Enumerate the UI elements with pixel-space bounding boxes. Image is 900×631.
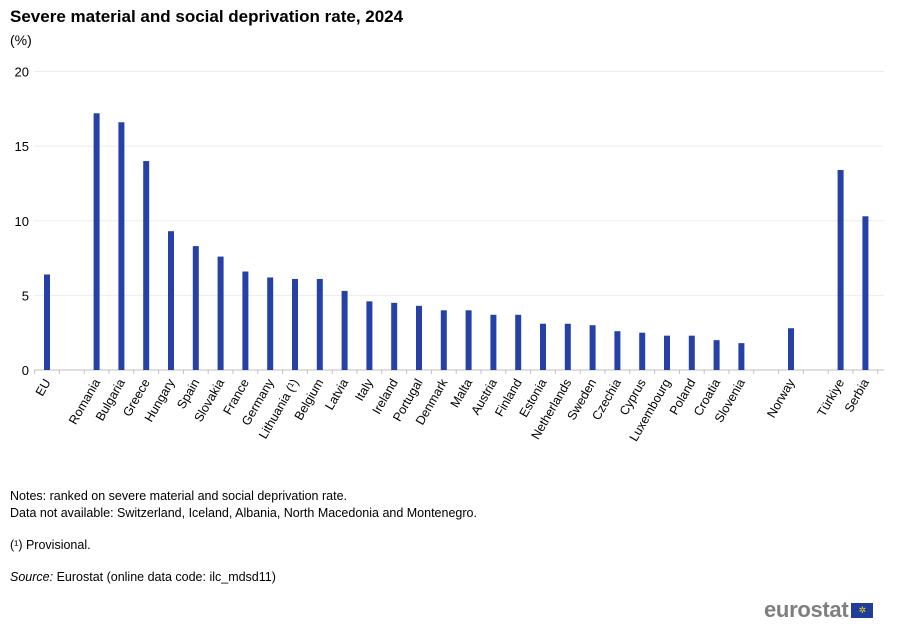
bar xyxy=(589,325,596,370)
eu-flag-icon: ✲ xyxy=(851,602,874,618)
bar xyxy=(837,170,844,370)
y-tick-label: 15 xyxy=(15,139,29,154)
bar xyxy=(143,161,150,370)
x-tick-label: Türkiye xyxy=(815,376,848,419)
bar xyxy=(316,278,323,370)
y-tick-label: 5 xyxy=(22,288,29,303)
x-tick-label: Serbia xyxy=(842,376,872,414)
bar xyxy=(366,301,373,370)
bar xyxy=(292,278,298,370)
bar xyxy=(118,122,125,371)
source-label: Source: xyxy=(10,570,54,584)
bar xyxy=(391,302,398,370)
notes-line-2: Data not available: Switzerland, Iceland… xyxy=(10,506,477,520)
x-tick-label: Norway xyxy=(764,376,798,420)
y-tick-label: 10 xyxy=(15,214,29,229)
bar xyxy=(217,256,224,370)
y-axis-unit: (%) xyxy=(10,32,32,48)
bar xyxy=(267,277,274,370)
bar xyxy=(688,335,695,370)
bar xyxy=(465,310,472,370)
bar xyxy=(738,343,745,370)
x-tick-label: Latvia xyxy=(322,376,351,412)
bar xyxy=(639,332,646,370)
chart-title: Severe material and social deprivation r… xyxy=(10,7,404,26)
x-tick-label: Italy xyxy=(352,376,376,404)
bar xyxy=(93,113,100,370)
bar xyxy=(713,340,720,370)
bar xyxy=(416,305,422,370)
bar xyxy=(540,323,546,370)
source-text: Eurostat (online data code: ilc_mdsd11) xyxy=(53,570,276,584)
y-tick-label: 20 xyxy=(15,65,29,80)
notes-line-1: Notes: ranked on severe material and soc… xyxy=(10,489,347,503)
source-note: Source: Eurostat (online data code: ilc_… xyxy=(10,570,276,584)
logo-text: eurostat xyxy=(764,597,849,622)
y-tick-label: 0 xyxy=(22,363,29,378)
bar xyxy=(490,314,497,370)
bar xyxy=(862,216,869,370)
bar xyxy=(564,323,571,370)
bar xyxy=(440,310,447,370)
x-tick-label: EU xyxy=(33,377,54,399)
eurostat-logo: eurostat ✲ xyxy=(764,597,874,623)
bar xyxy=(242,271,249,370)
bar xyxy=(788,328,794,370)
bar xyxy=(168,231,174,370)
bar xyxy=(614,331,621,370)
bar xyxy=(44,274,50,370)
bar xyxy=(515,314,522,370)
provisional-note: (¹) Provisional. xyxy=(10,538,91,552)
bar xyxy=(341,290,348,370)
bar xyxy=(192,246,199,370)
bar xyxy=(664,335,670,370)
